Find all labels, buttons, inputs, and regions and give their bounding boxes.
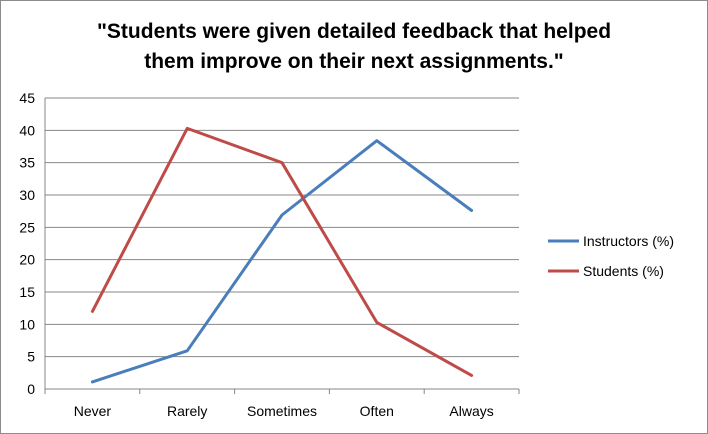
y-tick-label: 40 xyxy=(19,122,35,138)
y-tick-label: 20 xyxy=(19,252,35,268)
legend-label: Instructors (%) xyxy=(583,233,674,249)
axes: 0 5 10 15 20 25 30 35 40 45 Never Rarely Sometimes Of… xyxy=(19,90,520,419)
chart-title-line-1: "Students were given detailed feedback t… xyxy=(97,20,611,43)
y-tick-label: 0 xyxy=(27,381,35,397)
y-tick-label: 45 xyxy=(19,90,35,106)
y-tick-label: 30 xyxy=(19,187,35,203)
x-tick-label: Rarely xyxy=(167,403,207,419)
x-tick-label: Always xyxy=(449,403,493,419)
series-line-students xyxy=(90,126,474,377)
legend-label: Students (%) xyxy=(583,263,664,279)
x-tick-label: Never xyxy=(74,403,112,419)
y-tick-label: 25 xyxy=(19,219,35,235)
chart-title-line-2: them improve on their next assignments." xyxy=(144,50,564,73)
y-tick-label: 15 xyxy=(19,284,35,300)
gridlines xyxy=(45,97,519,358)
y-tick-label: 5 xyxy=(27,349,35,365)
y-tick-label: 35 xyxy=(19,155,35,171)
x-tick-label: Sometimes xyxy=(247,403,317,419)
legend: Instructors (%) Students (%) xyxy=(548,233,674,279)
series-lines xyxy=(90,126,474,384)
y-tick-label: 10 xyxy=(19,316,35,332)
x-tick-label: Often xyxy=(360,403,394,419)
series-line-instructors xyxy=(90,139,474,384)
